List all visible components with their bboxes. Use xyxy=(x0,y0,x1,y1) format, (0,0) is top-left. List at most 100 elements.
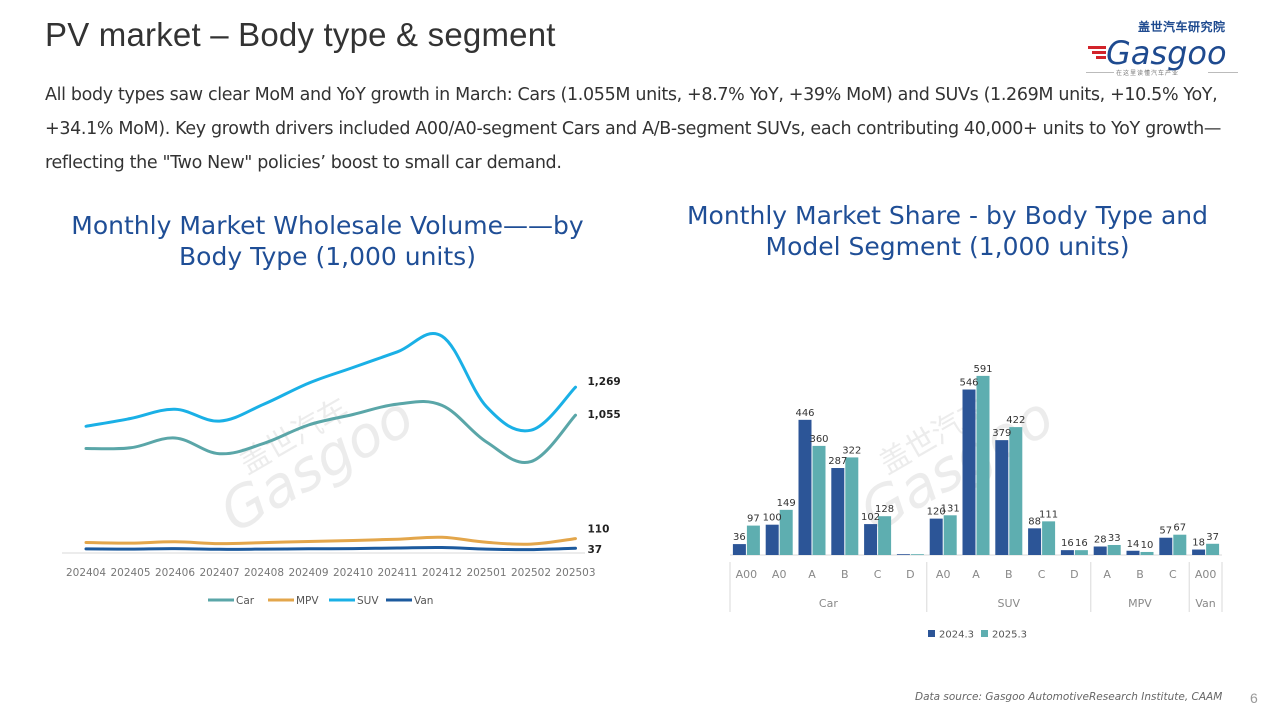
x-tick-label: 202408 xyxy=(244,567,284,579)
page-number: 6 xyxy=(1250,690,1258,706)
bar-category-label: A00 xyxy=(736,568,758,581)
end-label-car: 1,055 xyxy=(588,409,621,421)
bar-2025-3-c xyxy=(1173,534,1187,555)
bar-2025-3-b xyxy=(1140,551,1154,555)
bar-2025-3-c xyxy=(878,516,892,555)
bar-2025-3-a00 xyxy=(746,525,760,555)
bar-category-label: D xyxy=(1070,568,1078,581)
legend-swatch-2024-3 xyxy=(928,630,935,637)
x-tick-label: 202407 xyxy=(199,567,239,579)
line-chart: 盖世汽车 Gasgoo 1,055 110 1,269 37 202404 202405… xyxy=(62,332,621,607)
bar-2025-3-d xyxy=(1074,550,1088,555)
bar-data-label: 149 xyxy=(777,498,796,509)
x-tick-label: 202409 xyxy=(288,567,328,579)
bar-data-label: 57 xyxy=(1159,526,1172,537)
bar-2025-3-a xyxy=(1107,544,1121,555)
bar-data-label: 37 xyxy=(1206,532,1219,543)
end-label-suv: 1,269 xyxy=(588,376,621,388)
bar-category-label: B xyxy=(1005,568,1013,581)
end-label-mpv: 110 xyxy=(588,524,610,536)
group-label-mpv: MPV xyxy=(1128,597,1152,610)
logo-divider-left xyxy=(1086,72,1114,73)
bar-data-label: 591 xyxy=(973,364,992,375)
bar-2024-3-a00 xyxy=(1192,549,1206,555)
bar-data-label: 446 xyxy=(795,408,814,419)
bar-category-label: A xyxy=(1103,568,1111,581)
legend-label-van: Van xyxy=(414,595,433,607)
legend-label-2024-3: 2024.3 xyxy=(939,630,974,641)
bar-data-label: 379 xyxy=(992,428,1011,439)
legend-swatch-2025-3 xyxy=(981,630,988,637)
bar-data-label: 322 xyxy=(842,445,861,456)
bar-data-label: 18 xyxy=(1192,538,1205,549)
bar-data-label: 131 xyxy=(941,503,960,514)
x-tick-label: 202503 xyxy=(555,567,595,579)
bar-category-label: A xyxy=(972,568,980,581)
x-tick-label: 202405 xyxy=(110,567,150,579)
bar-category-label: D xyxy=(906,568,914,581)
end-label-van: 37 xyxy=(588,544,603,556)
series-line-mpv xyxy=(84,535,577,546)
series-line-suv xyxy=(84,332,577,433)
bar-2024-3-a00 xyxy=(732,544,746,555)
bar-2025-3-b xyxy=(845,457,859,555)
bar-2024-3-c xyxy=(1028,528,1042,555)
series-line-van xyxy=(84,545,577,552)
watermark: 盖世汽车 Gasgoo xyxy=(210,384,425,546)
bar-2024-3-a xyxy=(1093,546,1107,555)
bar-2025-3-c xyxy=(1042,521,1056,555)
bar-data-label: 33 xyxy=(1108,533,1121,544)
bar-2024-3-a0 xyxy=(929,518,943,555)
bar-2025-3-d xyxy=(910,554,924,555)
bar-category-label: A0 xyxy=(936,568,951,581)
series-line-car xyxy=(84,400,577,465)
line-chart-title: Monthly Market Wholesale Volume——by Body… xyxy=(71,211,584,271)
group-label-car: Car xyxy=(819,597,838,610)
bar-2025-3-a xyxy=(976,375,990,555)
bar-data-label: 128 xyxy=(875,504,894,515)
group-label-van: Van xyxy=(1195,597,1215,610)
bar-data-label: 14 xyxy=(1127,539,1140,550)
logo-divider-right xyxy=(1208,72,1238,73)
bar-category-label: A00 xyxy=(1195,568,1217,581)
bar-2024-3-b xyxy=(1126,550,1140,555)
x-tick-label: 202412 xyxy=(422,567,462,579)
bar-2024-3-a xyxy=(798,419,812,555)
bar-data-label: 16 xyxy=(1061,538,1074,549)
bar-legend: 2024.3 2025.3 xyxy=(928,630,1027,641)
bar-2024-3-d xyxy=(1060,550,1074,555)
bar-category-label: B xyxy=(841,568,849,581)
gasgoo-logo-mark: Gasgoo xyxy=(1088,34,1227,72)
logo-cn-text: 盖世汽车研究院 xyxy=(1138,20,1226,34)
bar-data-label: 67 xyxy=(1173,523,1186,534)
bar-data-label: 120 xyxy=(927,507,946,518)
bar-category-label: C xyxy=(874,568,882,581)
bar-chart-title: Monthly Market Share - by Body Type and … xyxy=(686,201,1209,261)
bar-2024-3-a xyxy=(962,389,976,555)
x-tick-label: 202502 xyxy=(511,567,551,579)
data-source: Data source: Gasgoo AutomotiveResearch I… xyxy=(915,691,1223,703)
bar-data-label: 97 xyxy=(747,514,760,525)
x-tick-label: 202404 xyxy=(66,567,106,579)
bar-2024-3-b xyxy=(831,468,845,555)
bar-category-label: C xyxy=(1038,568,1046,581)
logo-tagline: 在这里读懂汽车产业 xyxy=(1116,71,1180,77)
bar-category-label: B xyxy=(1136,568,1144,581)
legend-label-2025-3: 2025.3 xyxy=(992,630,1027,641)
bar-2025-3-a00 xyxy=(1206,543,1220,555)
bar-data-label: 16 xyxy=(1075,538,1088,549)
bar-2024-3-a0 xyxy=(765,524,779,555)
bar-data-label: 36 xyxy=(733,532,746,543)
bar-category-label: C xyxy=(1169,568,1177,581)
legend-label-mpv: MPV xyxy=(296,595,319,607)
bar-2025-3-a xyxy=(812,445,826,555)
legend-label-car: Car xyxy=(236,595,255,607)
bar-2024-3-c xyxy=(864,524,878,555)
page-title: PV market – Body type & segment xyxy=(45,16,556,53)
line-legend: Car MPV SUV Van xyxy=(208,595,433,607)
bar-2025-3-b xyxy=(1009,427,1023,555)
legend-label-suv: SUV xyxy=(357,595,379,607)
x-tick-label: 202501 xyxy=(466,567,506,579)
bar-2024-3-b xyxy=(995,440,1009,555)
